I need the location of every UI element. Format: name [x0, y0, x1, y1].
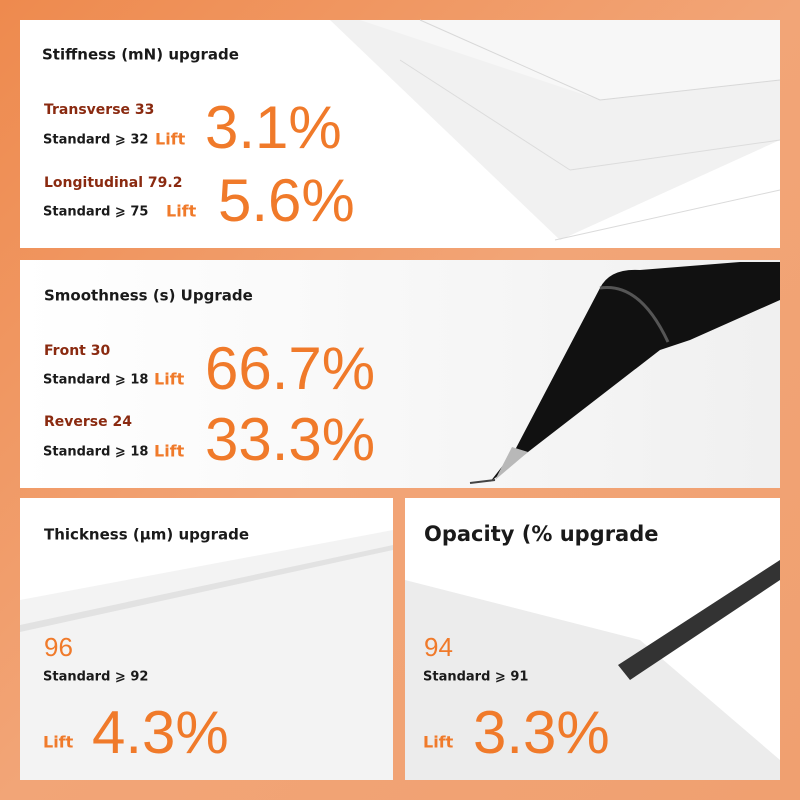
percent: 5.6%: [218, 167, 355, 234]
lift: Lift: [166, 202, 197, 221]
standard: Standard ⩾ 18: [43, 445, 148, 460]
panel: [20, 260, 780, 488]
percent: 33.3%: [205, 406, 375, 473]
panel-title: Thickness (μm) upgrade: [44, 526, 249, 544]
panel-title: Smoothness (s) Upgrade: [44, 287, 253, 305]
panel-title: Stiffness (mN) upgrade: [42, 46, 239, 64]
value: 94: [424, 632, 453, 662]
standard: Standard ⩾ 18: [43, 373, 148, 388]
panel: [20, 498, 393, 780]
percent: 3.3%: [473, 699, 610, 766]
standard: Standard ⩾ 92: [43, 670, 148, 685]
lift: Lift: [423, 733, 454, 752]
row-label: Longitudinal 79.2: [44, 175, 182, 191]
row-label: Transverse 33: [44, 102, 154, 118]
lift: Lift: [154, 370, 185, 389]
lift: Lift: [154, 442, 185, 461]
panel: [405, 498, 780, 780]
row-label: Reverse 24: [44, 414, 132, 430]
standard: Standard ⩾ 75: [43, 205, 148, 220]
panel: [20, 19, 781, 248]
value: 96: [44, 632, 73, 662]
standard: Standard ⩾ 91: [423, 670, 528, 685]
row-label: Front 30: [44, 343, 110, 359]
lift: Lift: [43, 733, 74, 752]
panel-title: Opacity (% upgrade: [424, 522, 659, 546]
percent: 4.3%: [92, 699, 229, 766]
lift: Lift: [155, 130, 186, 149]
standard: Standard ⩾ 32: [43, 133, 148, 148]
percent: 3.1%: [205, 94, 342, 161]
percent: 66.7%: [205, 335, 375, 402]
